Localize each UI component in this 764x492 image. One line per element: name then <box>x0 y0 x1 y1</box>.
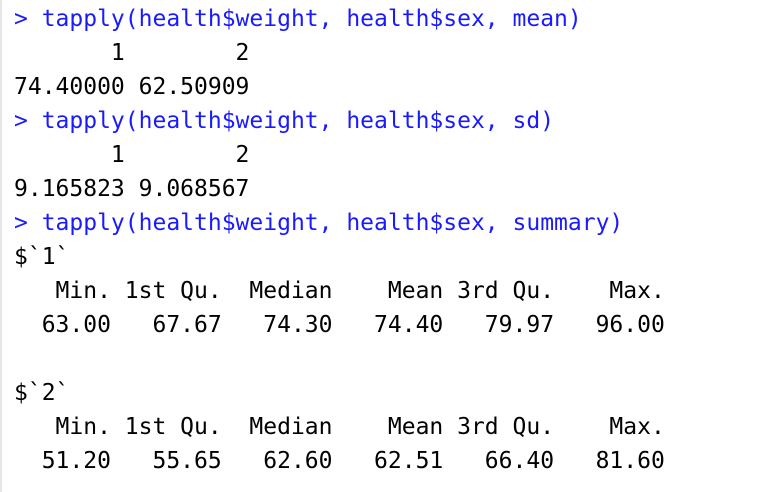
console-command-line: > tapply(health$weight, health$sex, summ… <box>14 210 624 236</box>
console-output-line: $`1` <box>14 244 70 270</box>
console-output-line: 74.40000 62.50909 <box>14 74 264 100</box>
console-output-line: 51.20 55.65 62.60 62.51 66.40 81.60 <box>14 448 679 474</box>
console-output-line: 1 2 <box>14 40 264 66</box>
console-output-line: 1 2 <box>14 142 264 168</box>
console-blank-line <box>14 342 764 376</box>
console-output-line: 9.165823 9.068567 <box>14 176 264 202</box>
console-output-line: Min. 1st Qu. Median Mean 3rd Qu. Max. <box>14 414 679 440</box>
console-output-line: 63.00 67.67 74.30 74.40 79.97 96.00 <box>14 312 679 338</box>
console-command-line: > tapply(health$weight, health$sex, mean… <box>14 6 582 32</box>
console-command-line: > tapply(health$weight, health$sex, sd) <box>14 108 555 134</box>
console-output-line: Min. 1st Qu. Median Mean 3rd Qu. Max. <box>14 278 679 304</box>
console-output-line: $`2` <box>14 380 70 406</box>
